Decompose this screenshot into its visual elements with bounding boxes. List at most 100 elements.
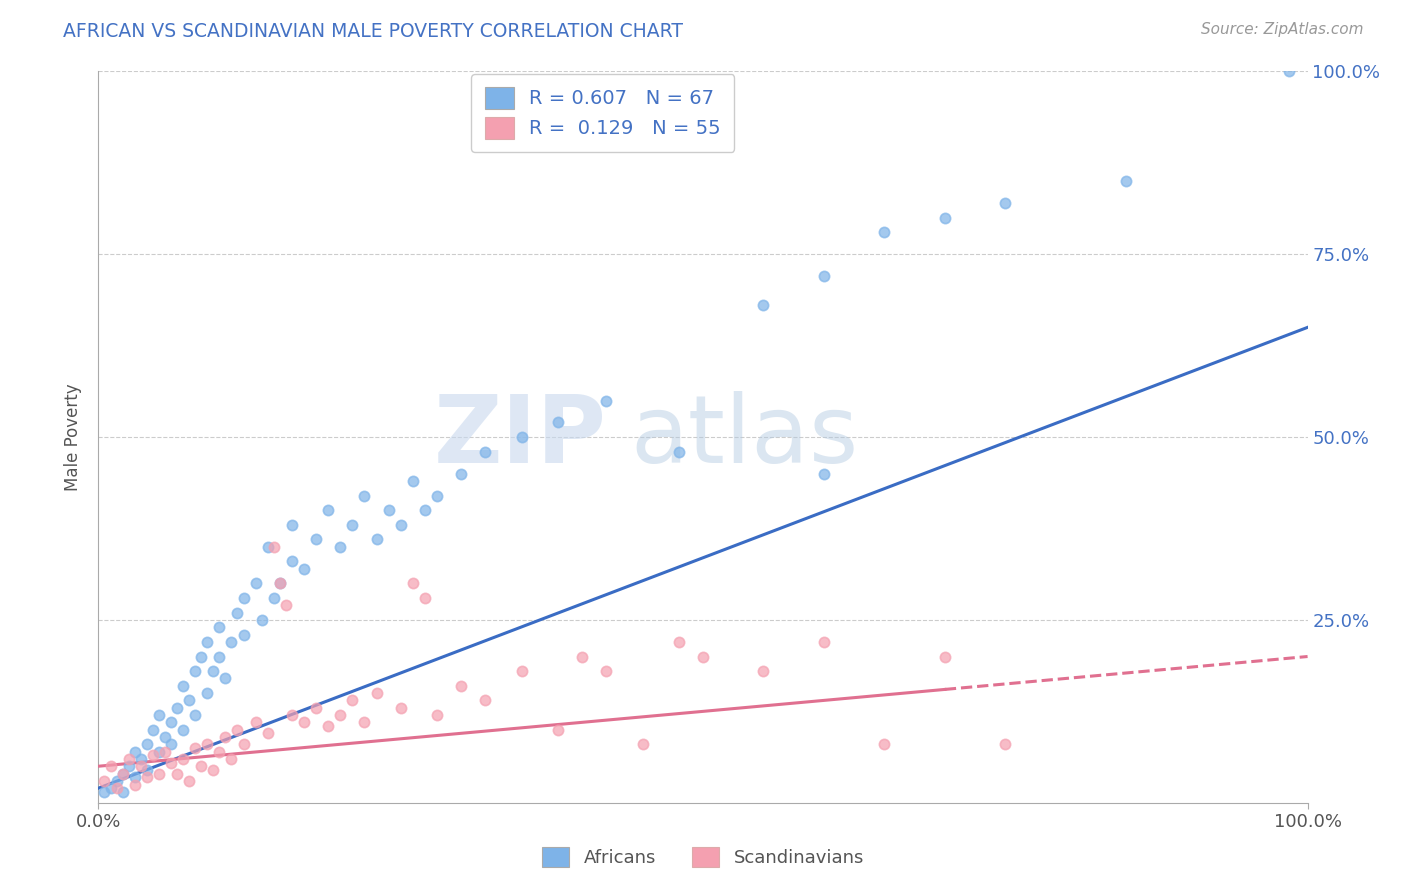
- Point: [873, 737, 896, 751]
- Point: [281, 554, 304, 568]
- Point: [93, 773, 115, 788]
- Point: [100, 759, 122, 773]
- Point: [166, 700, 188, 714]
- Point: [195, 737, 218, 751]
- Text: atlas: atlas: [630, 391, 859, 483]
- Point: [129, 759, 152, 773]
- Point: [256, 726, 278, 740]
- Point: [160, 756, 183, 770]
- Point: [256, 540, 278, 554]
- Point: [329, 540, 352, 554]
- Point: [873, 225, 896, 239]
- Point: [342, 693, 364, 707]
- Point: [160, 715, 183, 730]
- Point: [668, 635, 690, 649]
- Point: [342, 517, 364, 532]
- Point: [813, 467, 835, 481]
- Point: [263, 540, 285, 554]
- Point: [118, 752, 141, 766]
- Point: [195, 635, 218, 649]
- Point: [172, 679, 194, 693]
- Point: [202, 664, 225, 678]
- Point: [226, 723, 249, 737]
- Point: [316, 719, 339, 733]
- Point: [208, 620, 231, 634]
- Point: [214, 730, 236, 744]
- Y-axis label: Male Poverty: Male Poverty: [65, 384, 83, 491]
- Point: [190, 759, 212, 773]
- Point: [292, 715, 315, 730]
- Point: [184, 740, 207, 755]
- Point: [389, 517, 412, 532]
- Point: [250, 613, 273, 627]
- Point: [245, 576, 267, 591]
- Point: [305, 533, 328, 547]
- Point: [195, 686, 218, 700]
- Text: Source: ZipAtlas.com: Source: ZipAtlas.com: [1201, 22, 1364, 37]
- Point: [377, 503, 399, 517]
- Point: [426, 489, 449, 503]
- Point: [105, 781, 128, 796]
- Point: [153, 745, 176, 759]
- Point: [292, 562, 315, 576]
- Point: [232, 591, 254, 605]
- Point: [1115, 174, 1137, 188]
- Point: [124, 778, 146, 792]
- Point: [221, 752, 243, 766]
- Point: [153, 730, 176, 744]
- Point: [1278, 64, 1301, 78]
- Point: [474, 444, 496, 458]
- Point: [142, 748, 165, 763]
- Point: [547, 416, 569, 430]
- Point: [118, 759, 141, 773]
- Point: [190, 649, 212, 664]
- Point: [179, 773, 201, 788]
- Point: [172, 723, 194, 737]
- Point: [135, 763, 157, 777]
- Point: [179, 693, 201, 707]
- Point: [142, 723, 165, 737]
- Point: [329, 708, 352, 723]
- Point: [105, 773, 128, 788]
- Point: [160, 737, 183, 751]
- Point: [366, 686, 388, 700]
- Point: [595, 664, 617, 678]
- Point: [281, 708, 304, 723]
- Point: [269, 576, 291, 591]
- Point: [353, 715, 375, 730]
- Point: [994, 737, 1017, 751]
- Point: [148, 766, 170, 780]
- Point: [450, 679, 472, 693]
- Point: [281, 517, 304, 532]
- Point: [402, 576, 425, 591]
- Point: [366, 533, 388, 547]
- Point: [232, 737, 254, 751]
- Point: [934, 649, 956, 664]
- Point: [547, 723, 569, 737]
- Point: [402, 474, 425, 488]
- Point: [510, 664, 533, 678]
- Text: AFRICAN VS SCANDINAVIAN MALE POVERTY CORRELATION CHART: AFRICAN VS SCANDINAVIAN MALE POVERTY COR…: [63, 22, 683, 41]
- Point: [245, 715, 267, 730]
- Point: [994, 196, 1017, 211]
- Point: [269, 576, 291, 591]
- Point: [595, 393, 617, 408]
- Point: [172, 752, 194, 766]
- Point: [135, 770, 157, 784]
- Point: [148, 708, 170, 723]
- Point: [934, 211, 956, 225]
- Point: [93, 785, 115, 799]
- Point: [813, 269, 835, 284]
- Point: [226, 606, 249, 620]
- Point: [274, 599, 297, 613]
- Point: [752, 664, 775, 678]
- Legend: Africans, Scandinavians: Africans, Scandinavians: [534, 840, 872, 874]
- Point: [166, 766, 188, 780]
- Point: [752, 298, 775, 312]
- Point: [450, 467, 472, 481]
- Point: [813, 635, 835, 649]
- Text: ZIP: ZIP: [433, 391, 606, 483]
- Point: [413, 591, 436, 605]
- Point: [316, 503, 339, 517]
- Point: [111, 785, 134, 799]
